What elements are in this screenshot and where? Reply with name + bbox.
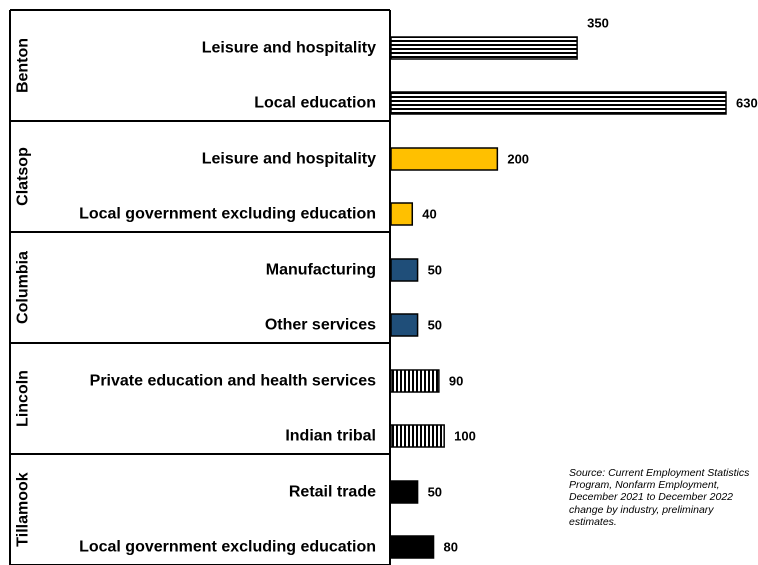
data-label: 90 <box>449 374 463 389</box>
bar <box>390 202 414 226</box>
labels: Benton Leisure and hospitality 350 Local ed… <box>15 16 758 556</box>
bar <box>390 424 445 448</box>
bar <box>390 369 440 393</box>
data-label: 40 <box>422 207 436 222</box>
bar <box>390 91 727 115</box>
bar <box>390 535 435 559</box>
category-label: Manufacturing <box>266 262 376 279</box>
category-label: Leisure and hospitality <box>202 151 376 168</box>
data-label: 350 <box>587 16 609 31</box>
data-label: 50 <box>428 263 442 278</box>
bar <box>390 258 419 282</box>
bar <box>390 313 419 337</box>
group-label: Lincoln <box>15 370 32 427</box>
group-frame <box>9 9 391 565</box>
category-label: Leisure and hospitality <box>202 40 376 57</box>
data-label: 100 <box>454 429 476 444</box>
data-label: 200 <box>507 152 529 167</box>
category-label: Local education <box>254 95 376 112</box>
category-label: Retail trade <box>289 484 376 501</box>
category-label: Indian tribal <box>285 428 376 445</box>
group-label: Columbia <box>15 251 32 324</box>
category-label: Private education and health services <box>90 373 376 390</box>
category-label: Local government excluding education <box>79 539 376 556</box>
group-label: Benton <box>15 38 32 93</box>
bar <box>390 147 499 171</box>
bar <box>390 36 578 60</box>
source-note: Source: Current Employment Statistics Pr… <box>569 467 750 528</box>
category-label: Other services <box>265 317 376 334</box>
bars <box>390 36 727 559</box>
group-label: Tillamook <box>15 472 32 546</box>
category-label: Local government excluding education <box>79 206 376 223</box>
data-label: 50 <box>428 485 442 500</box>
data-label: 50 <box>428 318 442 333</box>
bar <box>390 480 419 504</box>
group-label: Clatsop <box>15 147 32 206</box>
data-label: 80 <box>444 540 458 555</box>
data-label: 630 <box>736 96 758 111</box>
